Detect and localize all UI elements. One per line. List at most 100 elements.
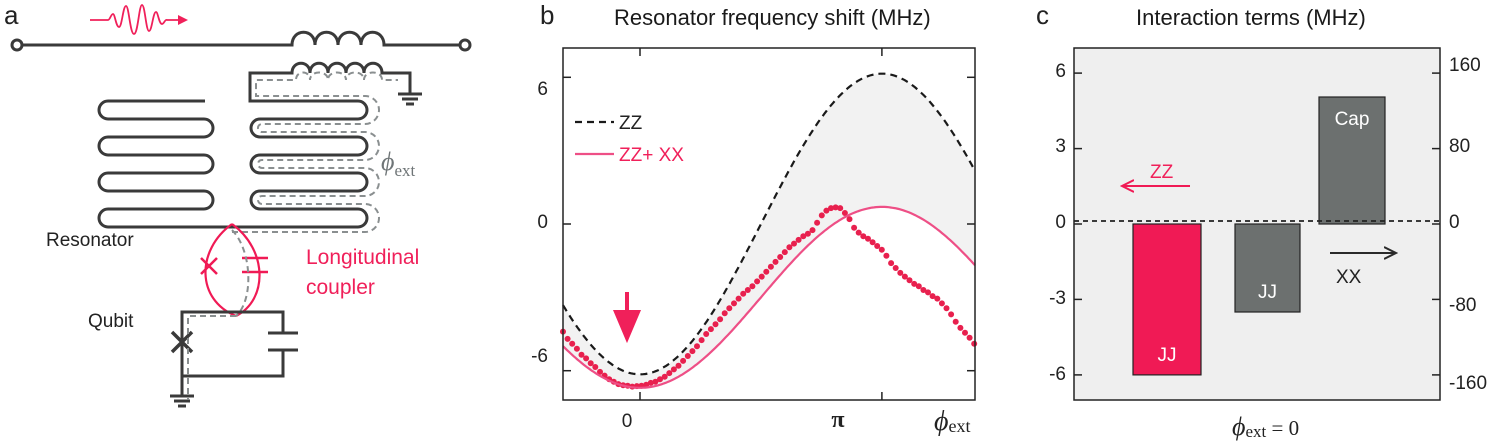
measured-point <box>809 227 816 234</box>
b-xtick-0: 0 <box>622 411 633 432</box>
measured-point <box>814 219 821 226</box>
measured-point <box>712 321 719 328</box>
measured-point <box>901 273 908 280</box>
measured-point <box>731 300 737 307</box>
measured-point <box>786 244 793 251</box>
measured-point <box>740 290 747 297</box>
measured-point <box>851 224 858 231</box>
bar-label: Cap <box>1335 109 1370 130</box>
measured-point <box>721 310 728 317</box>
measured-point <box>597 368 603 375</box>
c-ytick-neg3: -3 <box>1049 288 1066 309</box>
measured-point <box>943 305 950 312</box>
zz-dashed-line <box>562 72 976 376</box>
c-ytick-3: 3 <box>1055 136 1066 157</box>
zz-arrow: ZZ <box>1122 162 1190 186</box>
measured-point <box>938 300 945 307</box>
c-rtick-neg160: -160 <box>1449 373 1487 394</box>
measured-point <box>772 258 779 265</box>
c-ytick-0: 0 <box>1055 212 1066 233</box>
bar-jj-0 <box>1132 223 1202 376</box>
xx-arrow: XX <box>1330 253 1396 288</box>
panel-label-c: c <box>1036 0 1049 30</box>
xx-arrow-label: XX <box>1336 267 1362 288</box>
measured-point <box>657 376 663 383</box>
longitudinal-coupler <box>200 223 268 318</box>
measured-point <box>855 229 862 236</box>
measured-point <box>694 343 700 350</box>
transmission-line <box>10 30 472 52</box>
legend-zzxx-label: ZZ+ XX <box>619 145 684 166</box>
measured-point <box>791 240 797 247</box>
bar-label: JJ <box>1158 345 1177 366</box>
measured-point <box>592 364 599 370</box>
measured-point <box>957 324 964 331</box>
measured-point <box>828 205 834 212</box>
measured-point <box>897 269 904 276</box>
panel-label-a: a <box>4 0 19 30</box>
c-ytick-neg6: -6 <box>1049 364 1066 385</box>
measured-point <box>744 287 751 293</box>
measured-point <box>948 311 955 318</box>
measured-point <box>934 295 941 302</box>
measured-point <box>925 289 931 296</box>
bar-jj-1 <box>1234 223 1301 313</box>
port-right-icon <box>458 38 472 52</box>
measured-point <box>670 366 677 373</box>
chart-b-ticks <box>563 48 975 400</box>
c-ytick-6: 6 <box>1055 61 1066 82</box>
qubit-label: Qubit <box>88 311 134 332</box>
legend-zz-label: ZZ <box>619 113 643 134</box>
measured-point <box>717 316 724 323</box>
chart-b-legend: ZZ ZZ+ XX <box>575 113 684 166</box>
measured-point <box>735 295 742 302</box>
measured-point <box>906 277 913 284</box>
b-ytick-0: 0 <box>537 212 548 233</box>
measured-point <box>860 233 867 240</box>
qubit-capacitor-icon <box>268 331 298 352</box>
measured-point <box>703 331 710 337</box>
current-path-dashed <box>232 71 398 233</box>
measured-point <box>777 254 784 260</box>
qubit-circuit <box>170 310 298 408</box>
port-left-icon <box>10 38 24 52</box>
b-xlabel: ϕext <box>934 406 971 437</box>
c-xlabel: ϕext = 0 <box>1232 412 1299 441</box>
chart-b-title: Resonator frequency shift (MHz) <box>614 5 931 30</box>
measured-point <box>846 216 853 223</box>
microwave-pulse-icon <box>90 4 188 35</box>
coupler-label-line2: coupler <box>306 276 375 299</box>
measured-point <box>578 351 585 358</box>
c-rtick-neg80: -80 <box>1449 295 1476 316</box>
c-rtick-160: 160 <box>1449 55 1481 76</box>
arrow-down-icon <box>612 292 642 344</box>
coupling-inductor <box>248 61 422 106</box>
qubit-ground-icon <box>170 394 194 408</box>
measured-point <box>915 283 922 290</box>
measured-point <box>841 210 848 216</box>
b-ytick-6: 6 <box>537 79 548 100</box>
measured-point <box>920 287 927 293</box>
measured-point <box>892 265 899 271</box>
measured-point <box>647 379 654 386</box>
chart-c-ticks <box>1074 72 1440 376</box>
measured-point <box>832 204 839 211</box>
zz-plus-xx-line <box>562 205 976 389</box>
measured-point <box>754 278 761 285</box>
measured-point <box>569 340 576 347</box>
coupler-label-line1: Longitudinal <box>306 246 419 269</box>
b-xtick-pi: π <box>831 407 844 433</box>
measured-point <box>878 246 885 253</box>
josephson-junction-icon <box>200 257 218 275</box>
measured-point <box>564 335 571 342</box>
measured-point <box>962 329 968 336</box>
measured-point <box>680 357 687 364</box>
measured-point <box>823 207 830 214</box>
measured-point <box>689 348 696 355</box>
measured-point <box>966 334 973 341</box>
b-ytick-neg6: -6 <box>531 346 548 367</box>
measured-point <box>800 233 807 240</box>
panel-a: a ϕext Resonator <box>4 0 472 408</box>
bar-label: JJ <box>1258 282 1277 303</box>
